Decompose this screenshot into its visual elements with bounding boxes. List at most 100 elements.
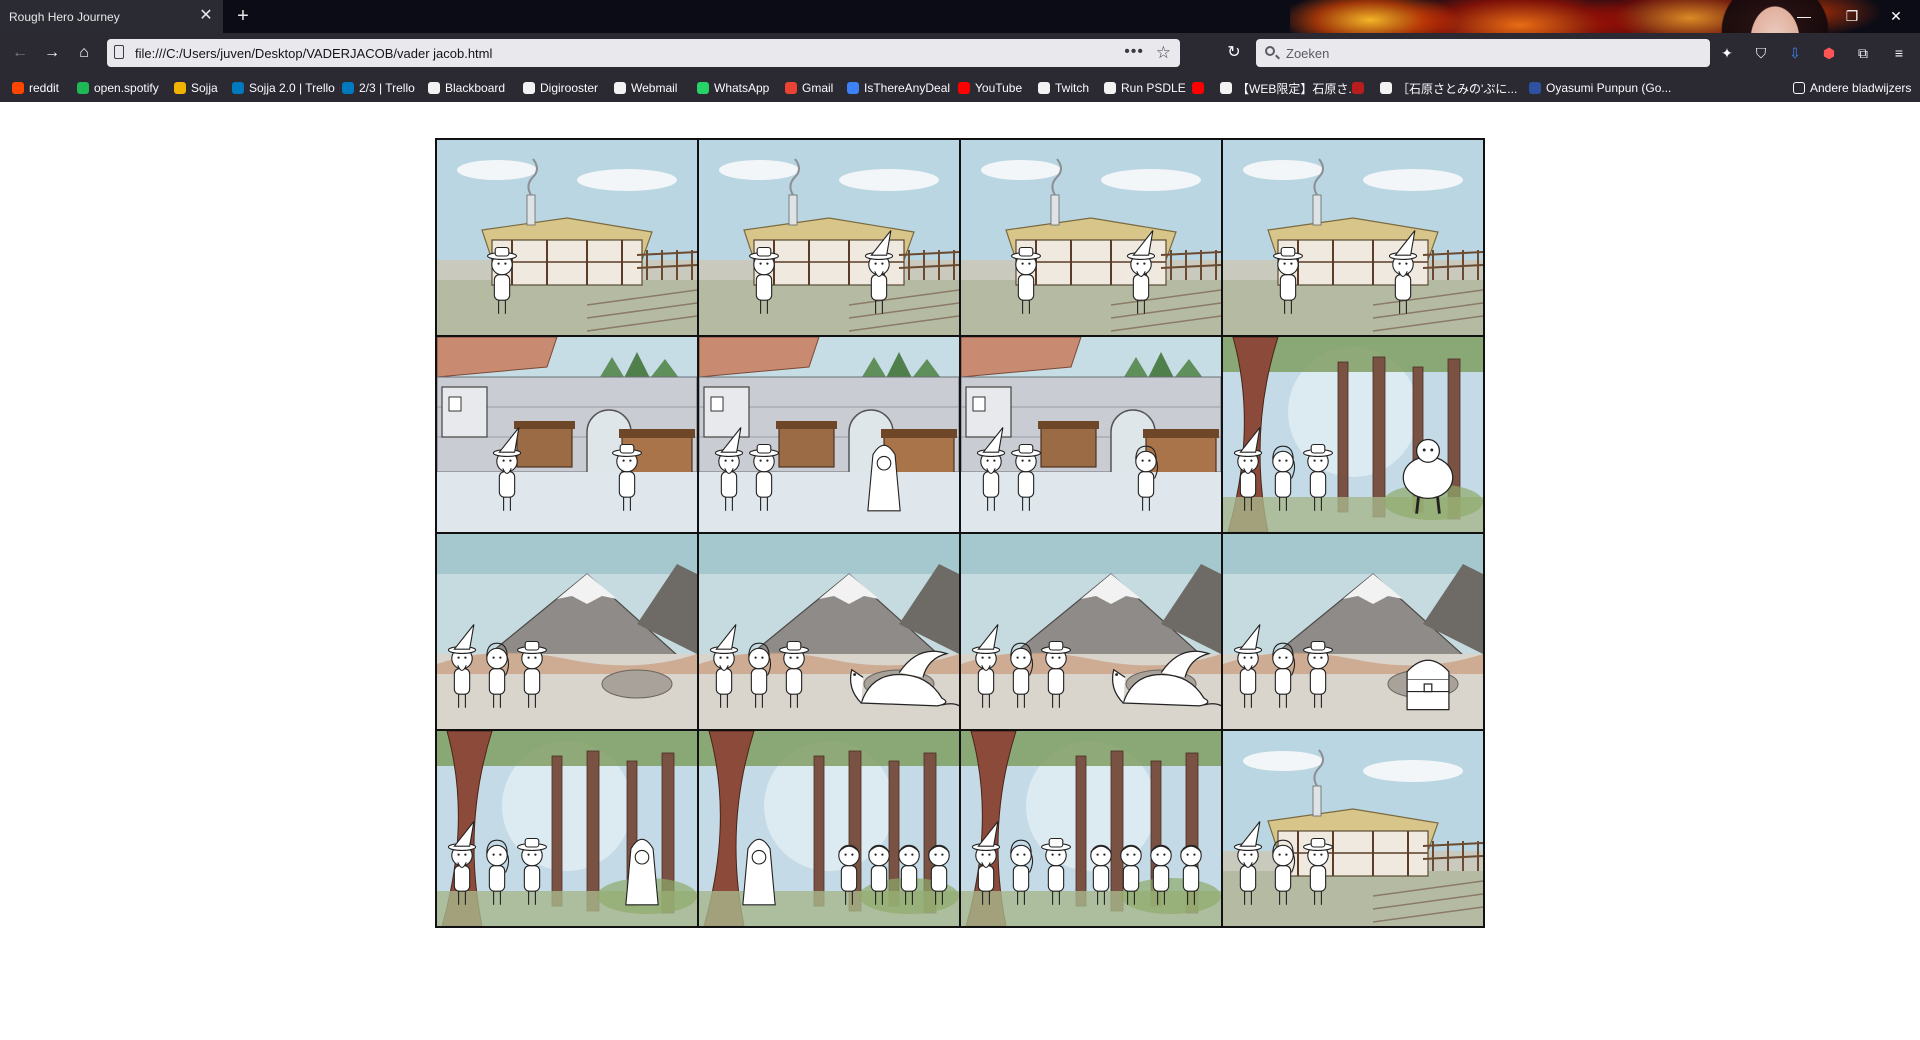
bookmark-item[interactable]	[1352, 80, 1369, 96]
comic-panel	[1223, 534, 1483, 729]
bookmark-favicon-icon	[342, 82, 354, 94]
comic-panel-art	[1223, 337, 1483, 532]
bookmark-favicon-icon	[232, 82, 244, 94]
bookmark-label: IsThereAnyDeal	[864, 81, 951, 95]
bookmark-item[interactable]: Oyasumi Punpun (Go...	[1529, 80, 1671, 96]
bookmark-favicon-icon	[697, 82, 709, 94]
menu-icon[interactable]: ≡	[1894, 45, 1904, 61]
bookmark-item[interactable]: 【WEB限定】石原さ...	[1220, 80, 1358, 96]
bookmark-item[interactable]: Gmail	[785, 80, 833, 96]
close-icon[interactable]: ✕	[199, 7, 213, 24]
comic-panel-art	[961, 534, 1221, 729]
tab-rough-hero-journey[interactable]: Rough Hero Journey ✕	[0, 0, 223, 33]
bookmark-favicon-icon	[1192, 82, 1204, 94]
back-button[interactable]: ←	[7, 40, 33, 66]
bookmark-favicon-icon	[523, 82, 535, 94]
comic-panel-art	[699, 534, 959, 729]
comic-panel-art	[437, 534, 697, 729]
reload-button[interactable]: ↻	[1221, 40, 1247, 66]
close-window-button[interactable]: ✕	[1890, 8, 1902, 24]
bookmark-label: Webmail	[631, 81, 678, 95]
address-bar[interactable]: file:///C:/Users/juven/Desktop/VADERJACO…	[107, 39, 1180, 67]
bookmark-item[interactable]: Digirooster	[523, 80, 598, 96]
bookmark-item[interactable]: IsThereAnyDeal	[847, 80, 950, 96]
bookmark-favicon-icon	[1352, 82, 1364, 94]
comic-panel	[437, 337, 697, 532]
bookmark-favicon-icon	[1038, 82, 1050, 94]
comic-panel	[699, 337, 959, 532]
arrow-left-icon: ←	[12, 44, 28, 61]
bookmark-label: Gmail	[802, 81, 834, 95]
bookmark-item[interactable]	[1192, 80, 1209, 96]
theme-character-decoration	[1680, 0, 1860, 33]
bookmark-label: YouTube	[975, 81, 1023, 95]
page-content	[0, 102, 1920, 1040]
comic-panel-art	[1223, 731, 1483, 926]
bookmark-item[interactable]: open.spotify	[77, 80, 159, 96]
bookmark-item[interactable]: Blackboard	[428, 80, 505, 96]
download-icon[interactable]: ⇩	[1789, 45, 1801, 61]
home-icon: ⌂	[79, 44, 89, 61]
bookmark-item[interactable]: WhatsApp	[697, 80, 769, 96]
address-input[interactable]: file:///C:/Users/juven/Desktop/VADERJACO…	[135, 46, 493, 61]
comic-panel	[961, 337, 1221, 532]
bookmark-label: Blackboard	[445, 81, 506, 95]
forward-button[interactable]: →	[39, 40, 65, 66]
bookmark-label: open.spotify	[94, 81, 159, 95]
comic-panel	[437, 534, 697, 729]
bookmark-item[interactable]: ［石原さとみの'ぷに...	[1380, 80, 1517, 96]
comic-panel-art	[437, 140, 697, 335]
comic-panel	[1223, 731, 1483, 926]
restore-button[interactable]: ❐	[1845, 8, 1859, 24]
bookmark-favicon-icon	[958, 82, 970, 94]
home-button[interactable]: ⌂	[71, 40, 97, 66]
bookmark-label: Sojja	[191, 81, 218, 95]
bookmark-favicon-icon	[174, 82, 186, 94]
bookmark-favicon-icon	[1529, 82, 1541, 94]
bookmark-item[interactable]: reddit	[12, 80, 59, 96]
new-tab-button[interactable]: +	[237, 5, 249, 27]
search-input[interactable]: Zoeken	[1286, 46, 1330, 61]
bookmark-label: Sojja 2.0 | Trello	[249, 81, 335, 95]
comic-panel	[437, 731, 697, 926]
bookmark-label: Digirooster	[540, 81, 599, 95]
bookmark-item[interactable]: YouTube	[958, 80, 1022, 96]
comic-panel	[1223, 140, 1483, 335]
comic-panel-art	[961, 140, 1221, 335]
bookmark-favicon-icon	[12, 82, 24, 94]
arrow-right-icon: →	[44, 44, 60, 61]
other-bookmarks-label: Andere bladwijzers	[1810, 81, 1912, 95]
ublock-icon[interactable]: ⬢	[1822, 45, 1836, 61]
search-icon	[1265, 46, 1275, 56]
bookmark-item[interactable]: Sojja	[174, 80, 218, 96]
comic-panel-art	[961, 337, 1221, 532]
bookmark-favicon-icon	[847, 82, 859, 94]
bookmark-favicon-icon	[77, 82, 89, 94]
comic-panel-art	[699, 731, 959, 926]
comic-panel	[961, 731, 1221, 926]
comic-panel-art	[699, 140, 959, 335]
bookmark-item[interactable]: Webmail	[614, 80, 677, 96]
extension-icon[interactable]: ✦	[1721, 45, 1733, 61]
comic-panel	[961, 534, 1221, 729]
comic-panel	[961, 140, 1221, 335]
search-bar[interactable]: Zoeken	[1256, 39, 1710, 67]
bookmark-label: 2/3 | Trello	[359, 81, 415, 95]
other-bookmarks[interactable]: Andere bladwijzers	[1793, 80, 1911, 96]
page-icon	[114, 45, 124, 59]
page-actions-icon[interactable]: •••	[1124, 43, 1144, 60]
minimize-button[interactable]: —	[1797, 8, 1811, 24]
bookmark-item[interactable]: 2/3 | Trello	[342, 80, 415, 96]
bookmark-item[interactable]: Twitch	[1038, 80, 1089, 96]
comic-panel-art	[437, 731, 697, 926]
extensions-icon[interactable]: ⧉	[1858, 45, 1868, 61]
bookmark-item[interactable]: Sojja 2.0 | Trello	[232, 80, 335, 96]
shield-icon[interactable]: ⛉	[1755, 45, 1767, 61]
folder-icon	[1793, 82, 1805, 94]
bookmark-label: Run PSDLE	[1121, 81, 1186, 95]
bookmark-star-icon[interactable]: ☆	[1155, 43, 1171, 62]
bookmark-label: reddit	[29, 81, 60, 95]
bookmark-favicon-icon	[1220, 82, 1232, 94]
bookmark-item[interactable]: Run PSDLE	[1104, 80, 1186, 96]
tab-bar: Rough Hero Journey ✕ + — ❐ ✕	[0, 0, 1920, 33]
